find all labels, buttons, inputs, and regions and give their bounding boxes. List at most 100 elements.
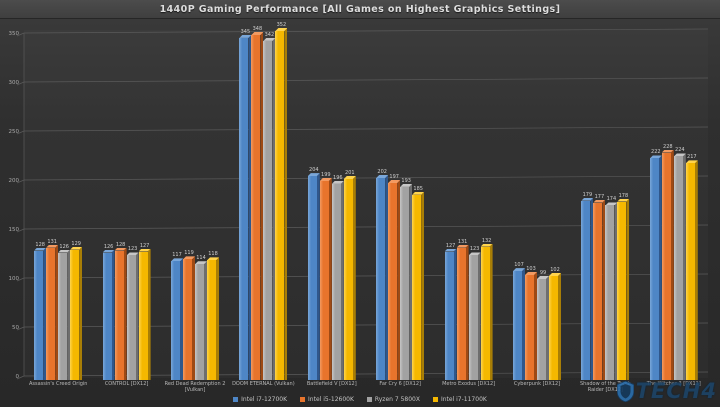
bar-side bbox=[626, 198, 630, 380]
bar-intel-i7-12700k: 128 bbox=[34, 242, 47, 380]
bar-face bbox=[673, 156, 683, 380]
bar-top bbox=[343, 176, 356, 180]
bar-value-label: 199 bbox=[321, 171, 331, 178]
bar-intel-i7-11700k: 132 bbox=[480, 238, 493, 380]
legend-marker bbox=[366, 397, 372, 402]
bar-face bbox=[581, 200, 591, 380]
bar-intel-i5-12600k: 131 bbox=[46, 239, 59, 380]
bar-value-label: 179 bbox=[582, 191, 593, 198]
bar-value-label: 127 bbox=[445, 242, 456, 249]
bar-value-label: 99 bbox=[539, 269, 547, 276]
bar-face bbox=[171, 261, 180, 380]
bar-face bbox=[412, 194, 422, 380]
bar-side bbox=[682, 153, 686, 380]
bar-value-label: 222 bbox=[651, 149, 661, 156]
bar-top bbox=[513, 268, 525, 272]
bar-top bbox=[456, 244, 469, 248]
bar-side bbox=[248, 34, 252, 380]
bar-value-label: 123 bbox=[127, 246, 138, 253]
bar-intel-i7-12700k: 345 bbox=[239, 29, 252, 380]
bar-intel-i7-12700k: 127 bbox=[444, 243, 457, 380]
y-axis-tick-200: 200 bbox=[8, 178, 20, 184]
bar-ryzen-7-5800x: 114 bbox=[195, 255, 207, 380]
bar-top bbox=[102, 249, 115, 253]
bar-top bbox=[331, 180, 344, 184]
bar-face bbox=[251, 34, 261, 380]
bar-intel-i7-12700k: 202 bbox=[376, 169, 389, 380]
bar-top bbox=[34, 247, 47, 251]
bar-side bbox=[385, 175, 389, 380]
bar-value-label: 348 bbox=[252, 25, 263, 32]
bar-value-label: 127 bbox=[139, 242, 150, 249]
bar-face bbox=[480, 246, 490, 380]
bar-face bbox=[183, 259, 192, 380]
y-axis-tick-250: 250 bbox=[8, 129, 20, 135]
bar-side bbox=[340, 180, 344, 380]
bar-intel-i5-12600k: 197 bbox=[388, 174, 401, 380]
bar-top bbox=[480, 243, 493, 247]
bar-face bbox=[114, 250, 124, 380]
bar-value-label: 178 bbox=[618, 192, 629, 199]
bar-intel-i5-12600k: 131 bbox=[456, 239, 469, 380]
bar-value-label: 185 bbox=[413, 185, 423, 192]
bar-value-label: 204 bbox=[309, 167, 319, 174]
bar-value-label: 224 bbox=[675, 147, 685, 154]
legend-label: Intel i7-12700K bbox=[241, 396, 288, 403]
bar-side bbox=[522, 268, 525, 380]
bar-value-label: 197 bbox=[389, 173, 399, 180]
bar-side bbox=[43, 247, 47, 380]
x-axis-label: Assassin's Creed Origin bbox=[28, 381, 88, 387]
bar-side bbox=[546, 275, 549, 380]
bar-side bbox=[658, 155, 662, 380]
bar-ryzen-7-5800x: 174 bbox=[605, 196, 618, 380]
bar-intel-i7-12700k: 222 bbox=[649, 149, 662, 380]
bar-intel-i7-11700k: 201 bbox=[343, 170, 356, 380]
bar-intel-i7-11700k: 217 bbox=[685, 154, 698, 380]
bar-top bbox=[307, 173, 320, 177]
bar-side bbox=[328, 177, 332, 380]
bar-face bbox=[126, 255, 136, 380]
bar-value-label: 352 bbox=[276, 22, 287, 29]
bar-side bbox=[489, 243, 493, 380]
legend-item-ryzen-7-5800x: Ryzen 7 5800X bbox=[366, 396, 420, 403]
x-axis-label: DOOM ETERNAL (Vulkan) bbox=[232, 381, 295, 387]
bar-face bbox=[388, 182, 398, 380]
bar-face bbox=[685, 163, 695, 380]
bar-top bbox=[263, 37, 276, 41]
bar-face bbox=[331, 183, 341, 380]
bar-face bbox=[343, 179, 353, 380]
bar-side bbox=[79, 246, 83, 380]
x-axis-label: Battlefield V [DX12] bbox=[306, 381, 357, 387]
bar-value-label: 126 bbox=[103, 243, 114, 250]
bar-face bbox=[400, 186, 410, 380]
y-axis-tick-300: 300 bbox=[8, 80, 20, 86]
bar-side bbox=[590, 197, 594, 380]
bar-face bbox=[549, 276, 558, 380]
bar-value-label: 196 bbox=[333, 174, 343, 181]
bar-side bbox=[55, 244, 59, 380]
bar-face bbox=[649, 158, 659, 380]
bar-side bbox=[694, 160, 698, 380]
bar-side bbox=[397, 179, 401, 380]
bar-top bbox=[685, 160, 698, 164]
bar-top bbox=[593, 199, 606, 203]
bar-top bbox=[412, 191, 425, 195]
bar-intel-i7-12700k: 126 bbox=[102, 244, 115, 380]
legend-label: Intel i5-12600K bbox=[308, 396, 354, 403]
bar-face bbox=[239, 37, 249, 380]
bar-top bbox=[58, 249, 71, 253]
bar-top bbox=[114, 247, 127, 251]
bar-value-label: 217 bbox=[687, 154, 697, 161]
bar-top bbox=[649, 155, 662, 159]
bar-side bbox=[421, 191, 425, 380]
bar-side bbox=[352, 176, 356, 380]
bar-face bbox=[444, 251, 454, 380]
legend-label: Ryzen 7 5800X bbox=[374, 396, 420, 403]
y-axis-tick-100: 100 bbox=[8, 276, 20, 282]
bar-value-label: 342 bbox=[264, 31, 275, 38]
bar-value-label: 345 bbox=[240, 28, 251, 35]
legend-marker bbox=[432, 397, 438, 402]
bar-face bbox=[307, 176, 317, 380]
bar-value-label: 114 bbox=[196, 255, 206, 262]
bar-ryzen-7-5800x: 224 bbox=[673, 147, 686, 380]
